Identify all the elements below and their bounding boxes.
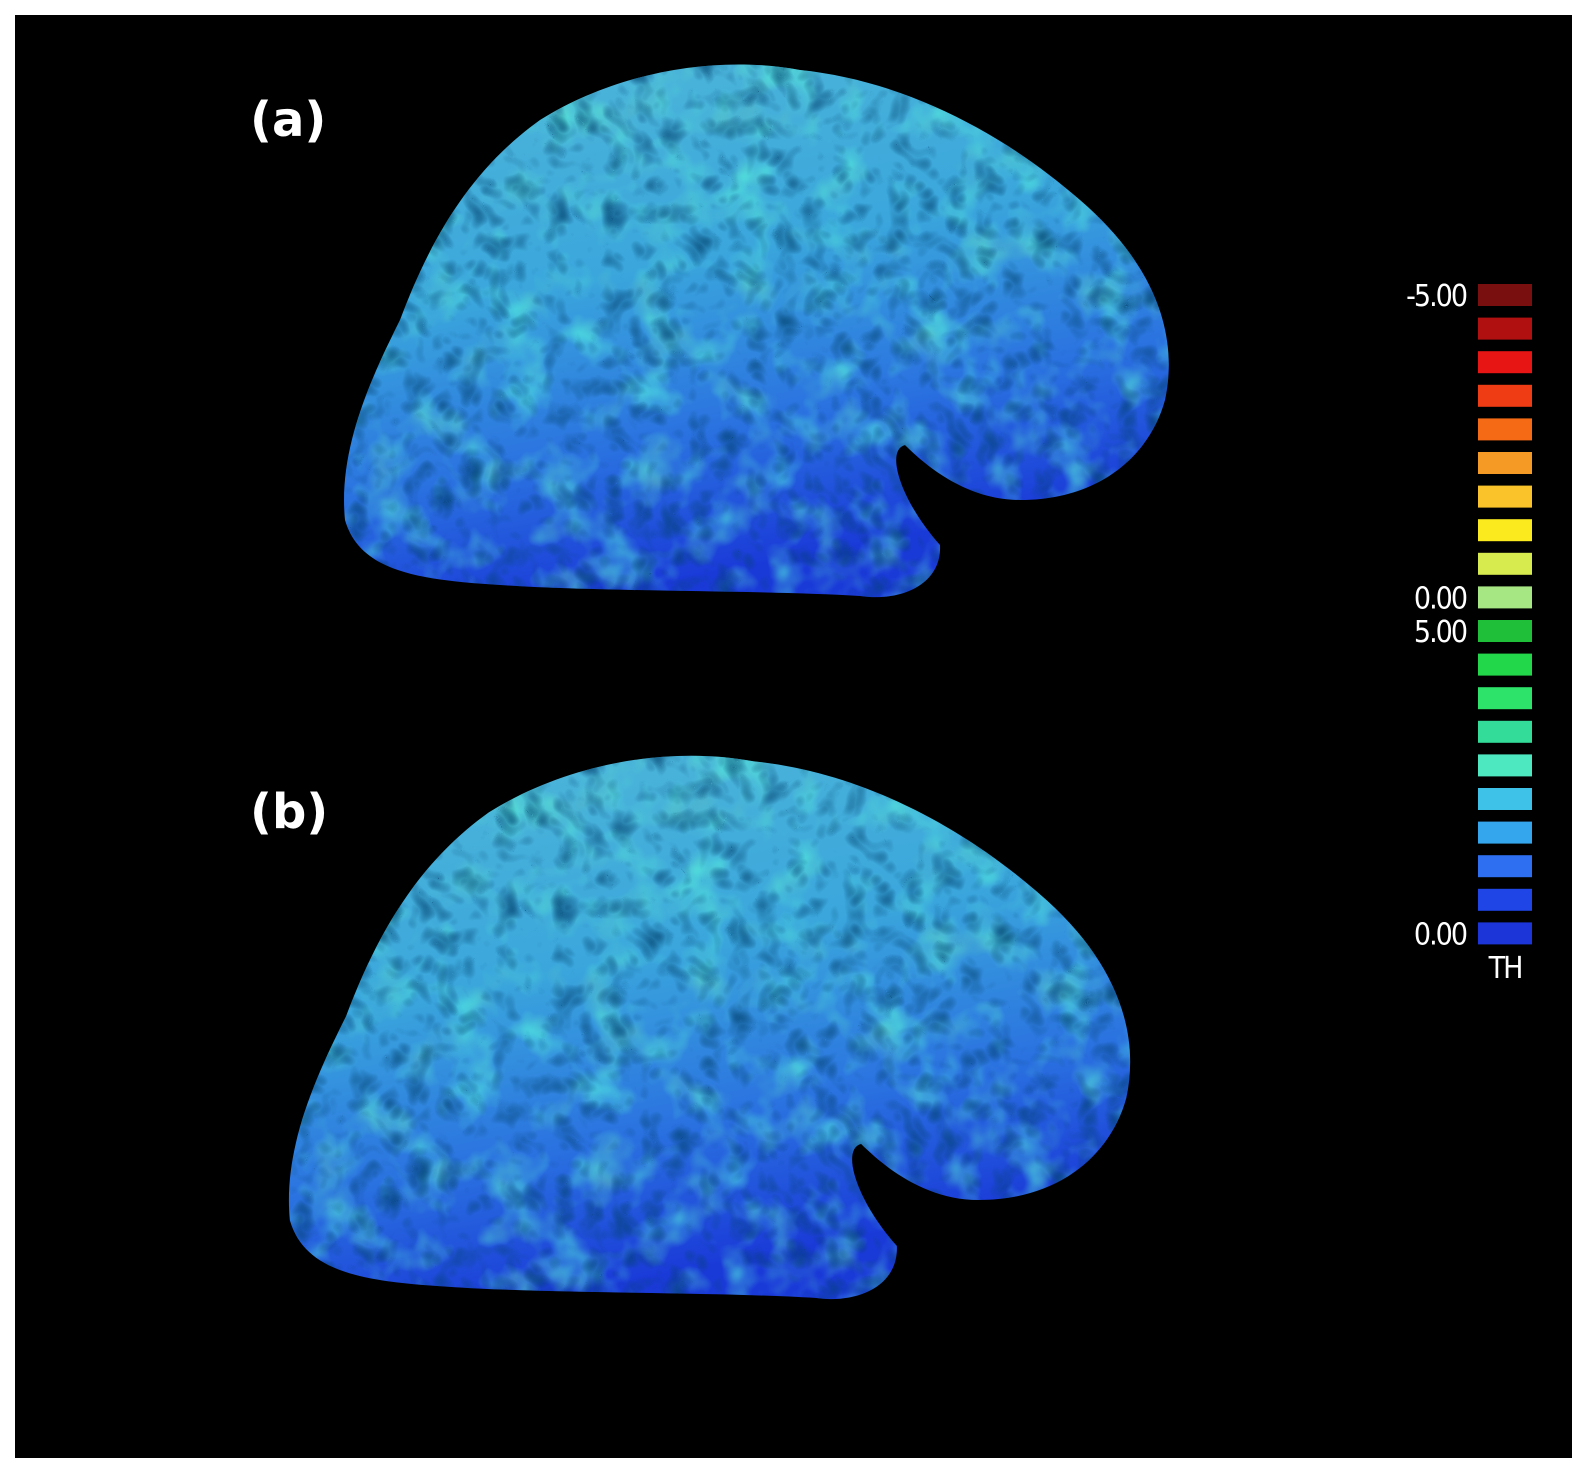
colorbar-swatch bbox=[1478, 351, 1532, 374]
colorbar-swatch bbox=[1478, 855, 1532, 878]
colorbar-swatch bbox=[1478, 384, 1532, 407]
colorbar-swatch bbox=[1478, 653, 1532, 676]
colorbar-swatch bbox=[1478, 552, 1532, 575]
colorbar-label: 0.00 bbox=[1414, 581, 1467, 616]
colorbar-swatch bbox=[1478, 620, 1532, 642]
colorbar-swatch bbox=[1478, 485, 1532, 508]
colorbar-swatch bbox=[1478, 720, 1532, 743]
colorbar-label: -5.00 bbox=[1406, 279, 1467, 314]
colorbar-swatch bbox=[1478, 754, 1532, 777]
colorbar-label: 5.00 bbox=[1414, 615, 1467, 650]
colorbar-swatch bbox=[1478, 452, 1532, 474]
colorbar-swatch bbox=[1478, 317, 1532, 340]
colorbar-swatch bbox=[1478, 519, 1532, 542]
colorbar-label: 0.00 bbox=[1414, 917, 1467, 952]
colorbar-swatch bbox=[1478, 922, 1532, 945]
colorbar-swatch bbox=[1478, 821, 1532, 844]
colorbar-swatch bbox=[1478, 284, 1532, 306]
panel-label: (b) bbox=[250, 784, 328, 840]
panel-label: (a) bbox=[250, 92, 326, 148]
colorbar-swatch bbox=[1478, 888, 1532, 911]
colorbar-swatch bbox=[1478, 788, 1532, 810]
colorbar-unit: TH bbox=[1488, 951, 1522, 986]
colorbar-swatch bbox=[1478, 418, 1532, 441]
colorbar-swatch bbox=[1478, 687, 1532, 710]
colorbar-swatch bbox=[1478, 586, 1532, 609]
